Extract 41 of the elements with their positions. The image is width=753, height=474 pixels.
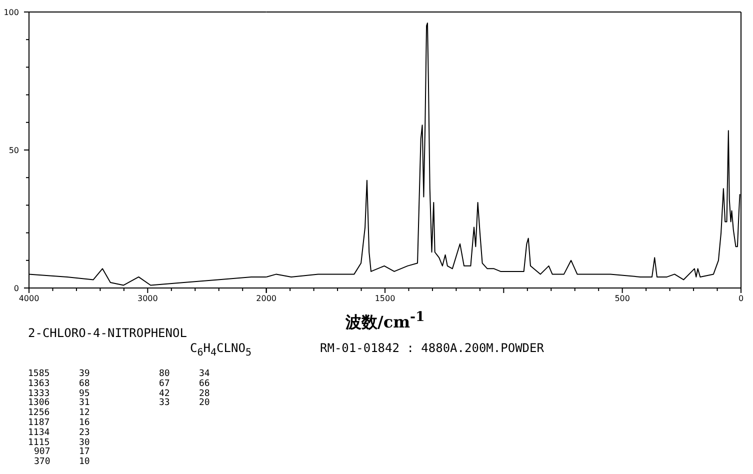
x-tick-label: 1500	[374, 294, 396, 303]
text: 67	[159, 378, 170, 389]
text: 66	[199, 378, 210, 389]
text: 42	[159, 388, 170, 399]
text: 1187	[28, 418, 50, 428]
x-tick-label: 0	[738, 294, 744, 303]
text: RM-01-01842 : 4880A.200M.POWDER	[320, 341, 544, 355]
text: 23	[79, 428, 90, 438]
text: C$_{6}$H$_{4}$CLNO$_{5}$	[190, 341, 252, 358]
text: 1115	[28, 438, 50, 448]
text: 907	[34, 447, 50, 458]
x-tick-label: 500	[614, 294, 630, 303]
text: 10	[79, 457, 90, 468]
text: 16	[79, 418, 90, 428]
text: 1333	[28, 388, 50, 399]
x-tick-label: 2000	[256, 294, 277, 303]
text: 1134	[28, 428, 50, 438]
text: 1363	[28, 378, 50, 389]
text: 370	[34, 457, 50, 468]
text: 34	[199, 369, 210, 379]
x-tick-label: 4000	[18, 294, 40, 303]
text: 2-CHLORO-4-NITROPHENOL	[28, 326, 187, 340]
text: 17	[79, 447, 90, 458]
x-tick-label: 3000	[137, 294, 158, 303]
text: 68	[79, 378, 90, 389]
text: 12	[79, 408, 90, 418]
text: 33	[159, 398, 170, 408]
y-tick-label: 0	[14, 284, 19, 293]
text: 39	[79, 369, 90, 379]
y-tick-label: 100	[4, 8, 19, 17]
text: 1306	[28, 398, 50, 408]
text: 95	[79, 388, 90, 399]
text: 80	[159, 369, 170, 379]
text: 1585	[28, 369, 50, 379]
text: 1256	[28, 408, 50, 418]
text: 30	[79, 438, 90, 448]
text: 20	[199, 398, 210, 408]
y-tick-label: 50	[8, 146, 19, 155]
text: 28	[199, 388, 210, 399]
text: 31	[79, 398, 90, 408]
x-axis-title: 波数/cm$^{-1}$	[346, 309, 425, 334]
